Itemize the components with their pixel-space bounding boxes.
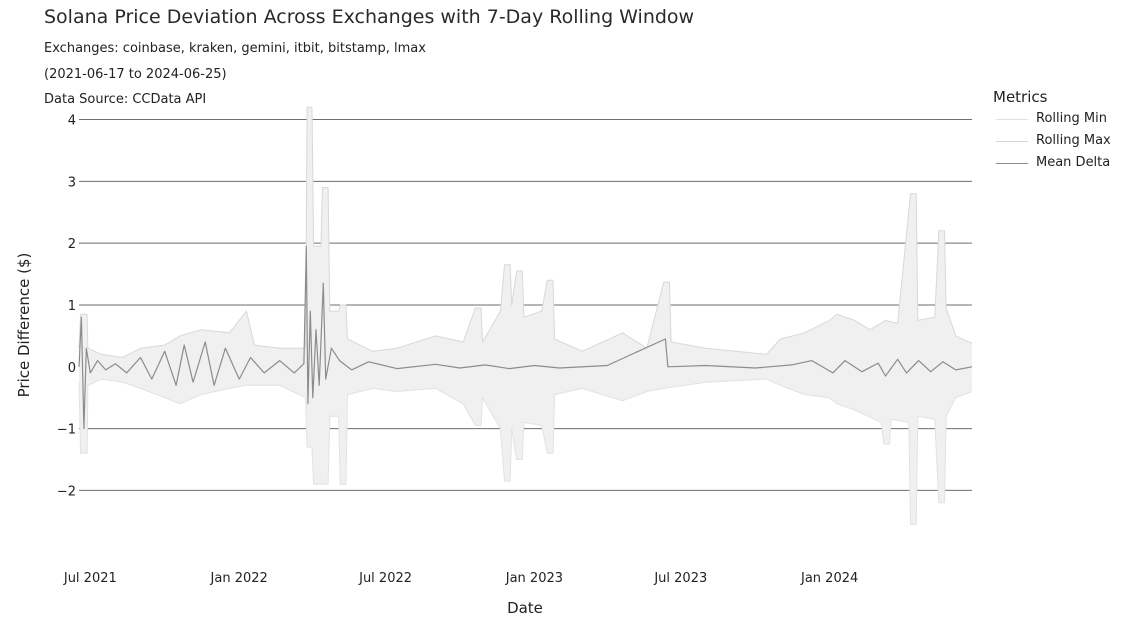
x-tick-label-3: Jan 2023 — [505, 571, 563, 586]
y-tick-label-6: 4 — [68, 114, 76, 129]
subtitle-data-source: Data Source: CCData API — [44, 92, 207, 107]
subtitle-exchanges: Exchanges: coinbase, kraken, gemini, itb… — [44, 41, 426, 56]
legend-swatch-rolling-max — [996, 141, 1028, 142]
series-layer — [78, 106, 973, 525]
legend-item-rolling-min[interactable]: Rolling Min — [996, 111, 1132, 129]
y-axis: −2 −1 0 1 2 3 4 — [57, 114, 76, 500]
x-tick-label-2: Jul 2022 — [358, 571, 412, 586]
legend-title: Metrics — [993, 88, 1048, 106]
legend-label-rolling-max: Rolling Max — [1036, 133, 1111, 148]
x-axis-label: Date — [507, 599, 543, 617]
x-tick-label-5: Jan 2024 — [800, 571, 858, 586]
y-tick-label-0: −2 — [57, 484, 76, 499]
chart-title: Solana Price Deviation Across Exchanges … — [44, 6, 695, 28]
legend-item-mean-delta[interactable]: Mean Delta — [996, 155, 1132, 173]
series-rolling-min — [78, 378, 973, 525]
y-tick-label-2: 0 — [68, 361, 76, 376]
x-axis: Jul 2021 Jan 2022 Jul 2022 Jan 2023 Jul 2023… — [63, 571, 858, 586]
y-axis-label: Price Difference ($) — [15, 253, 33, 398]
y-tick-label-3: 1 — [68, 299, 76, 314]
y-tick-label-1: −1 — [57, 423, 76, 438]
y-tick-label-5: 3 — [68, 175, 76, 190]
rolling-band-fill — [79, 107, 972, 525]
x-tick-label-0: Jul 2021 — [63, 571, 117, 586]
y-tick-label-4: 2 — [68, 237, 76, 252]
series-mean-delta — [78, 245, 973, 430]
series-rolling-max — [78, 106, 973, 358]
legend-swatch-rolling-min — [996, 119, 1028, 120]
subtitle-date-range: (2021-06-17 to 2024-06-25) — [44, 67, 227, 82]
legend-item-rolling-max[interactable]: Rolling Max — [996, 133, 1132, 151]
legend-label-mean-delta: Mean Delta — [1036, 155, 1111, 170]
x-tick-label-1: Jan 2022 — [210, 571, 268, 586]
legend-swatch-mean-delta — [996, 163, 1028, 164]
grid-lines — [79, 119, 972, 491]
x-tick-label-4: Jul 2023 — [653, 571, 707, 586]
legend-label-rolling-min: Rolling Min — [1036, 111, 1107, 126]
